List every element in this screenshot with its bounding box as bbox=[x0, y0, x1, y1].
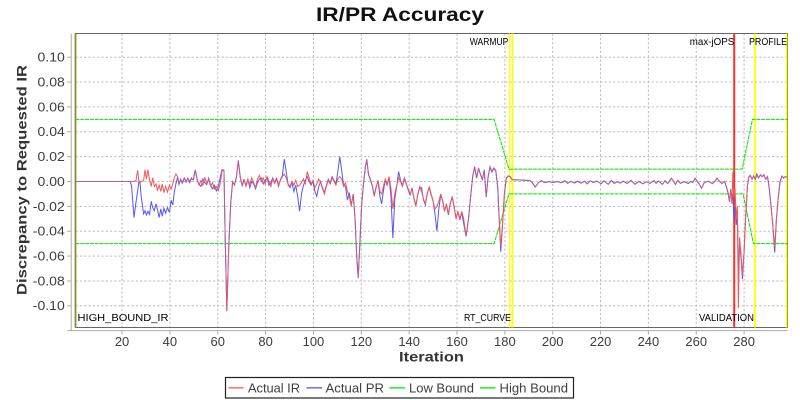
svg-text:40: 40 bbox=[163, 335, 177, 349]
svg-text:PROFILE: PROFILE bbox=[749, 36, 787, 48]
svg-text:Iteration: Iteration bbox=[399, 350, 464, 365]
svg-text:100: 100 bbox=[303, 335, 325, 349]
svg-text:180: 180 bbox=[494, 335, 516, 349]
svg-text:0.00: 0.00 bbox=[38, 175, 65, 189]
svg-text:80: 80 bbox=[258, 335, 272, 349]
svg-text:260: 260 bbox=[685, 335, 707, 349]
svg-text:20: 20 bbox=[115, 335, 129, 349]
svg-text:240: 240 bbox=[638, 335, 660, 349]
svg-text:0.08: 0.08 bbox=[38, 75, 65, 89]
svg-text:0.06: 0.06 bbox=[38, 100, 65, 114]
svg-text:220: 220 bbox=[590, 335, 612, 349]
svg-text:-0.10: -0.10 bbox=[33, 299, 65, 313]
svg-text:max-jOPS: max-jOPS bbox=[690, 36, 735, 48]
svg-text:High Bound: High Bound bbox=[500, 380, 569, 395]
svg-text:-0.02: -0.02 bbox=[33, 200, 65, 214]
svg-text:Discrepancy to Requested IR: Discrepancy to Requested IR bbox=[14, 65, 30, 295]
svg-text:160: 160 bbox=[446, 335, 468, 349]
svg-text:0.04: 0.04 bbox=[38, 125, 65, 139]
svg-text:200: 200 bbox=[542, 335, 564, 349]
svg-text:RT_CURVE: RT_CURVE bbox=[464, 312, 511, 324]
svg-text:120: 120 bbox=[351, 335, 373, 349]
svg-text:Low Bound: Low Bound bbox=[409, 380, 474, 395]
svg-text:HIGH_BOUND_IR: HIGH_BOUND_IR bbox=[78, 312, 169, 324]
svg-text:-0.04: -0.04 bbox=[33, 225, 65, 239]
svg-text:-0.06: -0.06 bbox=[33, 249, 65, 263]
svg-text:WARMUP: WARMUP bbox=[470, 36, 509, 48]
svg-text:Actual IR: Actual IR bbox=[248, 380, 300, 395]
svg-text:VALIDATION: VALIDATION bbox=[699, 312, 754, 324]
svg-text:-0.08: -0.08 bbox=[33, 274, 65, 288]
svg-text:60: 60 bbox=[211, 335, 225, 349]
svg-text:280: 280 bbox=[733, 335, 755, 349]
svg-text:Actual PR: Actual PR bbox=[326, 380, 385, 395]
svg-text:0.10: 0.10 bbox=[38, 51, 65, 65]
svg-text:140: 140 bbox=[398, 335, 420, 349]
svg-text:IR/PR Accuracy: IR/PR Accuracy bbox=[316, 5, 485, 26]
svg-text:0.02: 0.02 bbox=[38, 150, 65, 164]
